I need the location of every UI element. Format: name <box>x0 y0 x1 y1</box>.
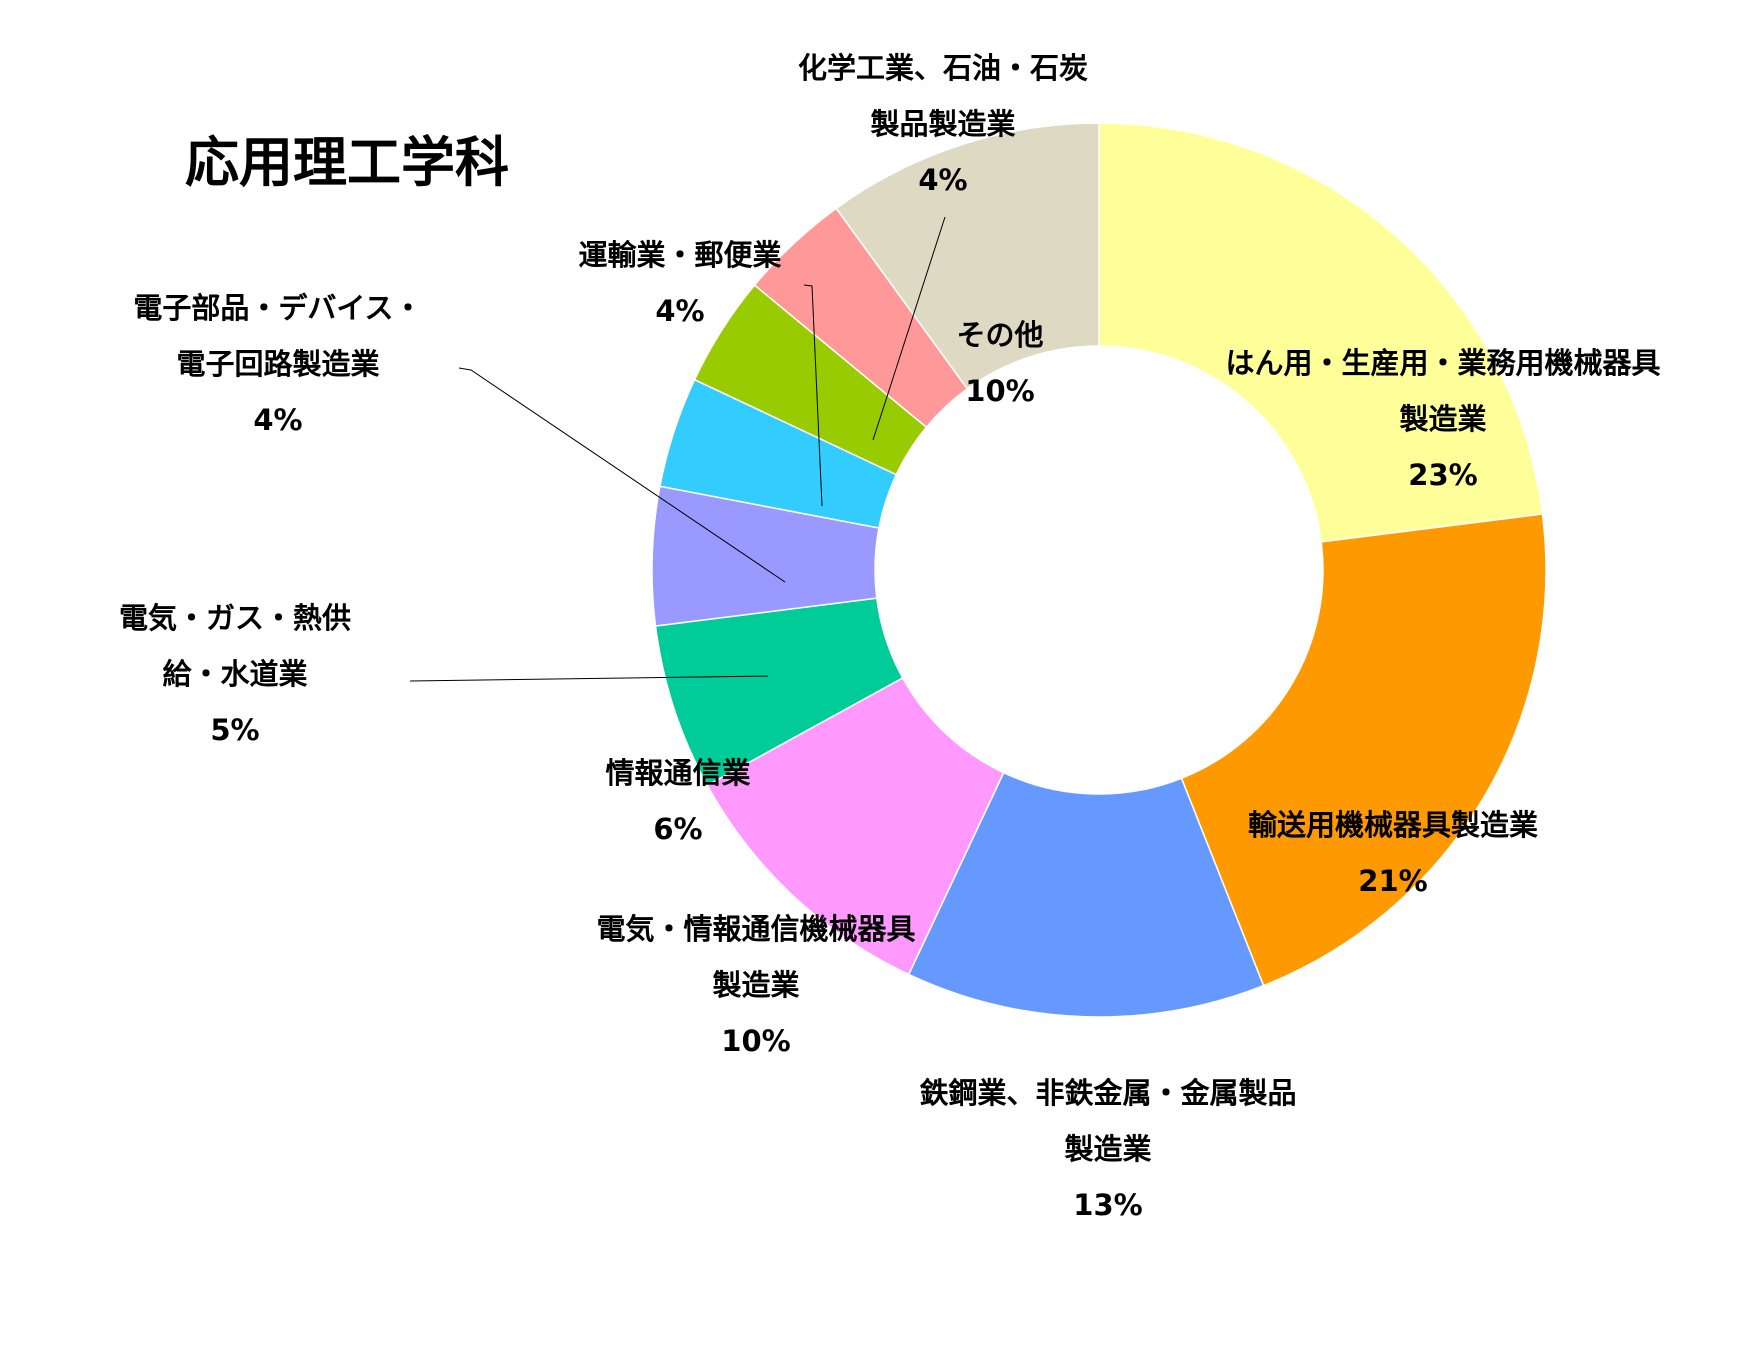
data-label-category: 製品製造業 <box>870 107 1015 141</box>
data-label-value: 10% <box>721 1024 790 1058</box>
donut-slice-3 <box>907 771 1265 1018</box>
data-label-2: 輸送用機械器具製造業 21% <box>1248 808 1538 898</box>
leader-line-7 <box>458 367 786 583</box>
data-label-category: 電気・情報通信機械器具 <box>596 912 915 946</box>
data-label-category: 製造業 <box>1399 402 1486 436</box>
data-label-10: その他 10% <box>956 318 1043 408</box>
data-label-category: はん用・生産用・業務用機械器具 <box>1225 346 1660 380</box>
data-label-5: 情報通信業 6% <box>605 756 750 846</box>
donut-slice-2 <box>1180 513 1547 987</box>
data-label-value: 21% <box>1358 864 1427 898</box>
data-label-category: その他 <box>956 318 1043 352</box>
leader-line-6 <box>409 675 769 682</box>
data-label-category: 輸送用機械器具製造業 <box>1248 808 1538 842</box>
data-label-category: 電気・ガス・熱供 <box>119 601 351 635</box>
donut-slice-10 <box>835 122 1100 390</box>
data-label-value: 13% <box>1073 1188 1142 1222</box>
data-label-value: 6% <box>653 812 702 846</box>
data-label-category: 化学工業、石油・石炭 <box>798 51 1088 85</box>
data-label-value: 10% <box>965 374 1034 408</box>
data-label-value: 4% <box>655 294 704 328</box>
data-label-value: 23% <box>1408 458 1477 492</box>
data-label-category: 電子部品・デバイス・ <box>133 291 422 325</box>
data-label-category: 情報通信業 <box>605 756 750 790</box>
data-label-category: 電子回路製造業 <box>176 347 379 381</box>
chart-title: 応用理工学科 <box>185 131 509 194</box>
data-label-category: 給・水道業 <box>162 657 307 691</box>
leader-line-8 <box>803 284 823 507</box>
data-label-7: 電子部品・デバイス・電子回路製造業 4% <box>133 291 422 437</box>
data-label-value: 4% <box>253 403 302 437</box>
donut-slice-1 <box>1098 122 1544 543</box>
data-label-category: 製造業 <box>712 968 799 1002</box>
data-label-category: 製造業 <box>1064 1132 1151 1166</box>
data-label-category: 鉄鋼業、非鉄金属・金属製品 <box>919 1076 1296 1110</box>
data-label-value: 4% <box>918 163 967 197</box>
data-label-category: 運輸業・郵便業 <box>578 238 781 272</box>
data-label-6: 電気・ガス・熱供給・水道業 5% <box>119 601 351 747</box>
leader-line-9 <box>872 216 946 441</box>
data-label-8: 運輸業・郵便業 4% <box>578 238 781 328</box>
data-label-value: 5% <box>210 713 259 747</box>
